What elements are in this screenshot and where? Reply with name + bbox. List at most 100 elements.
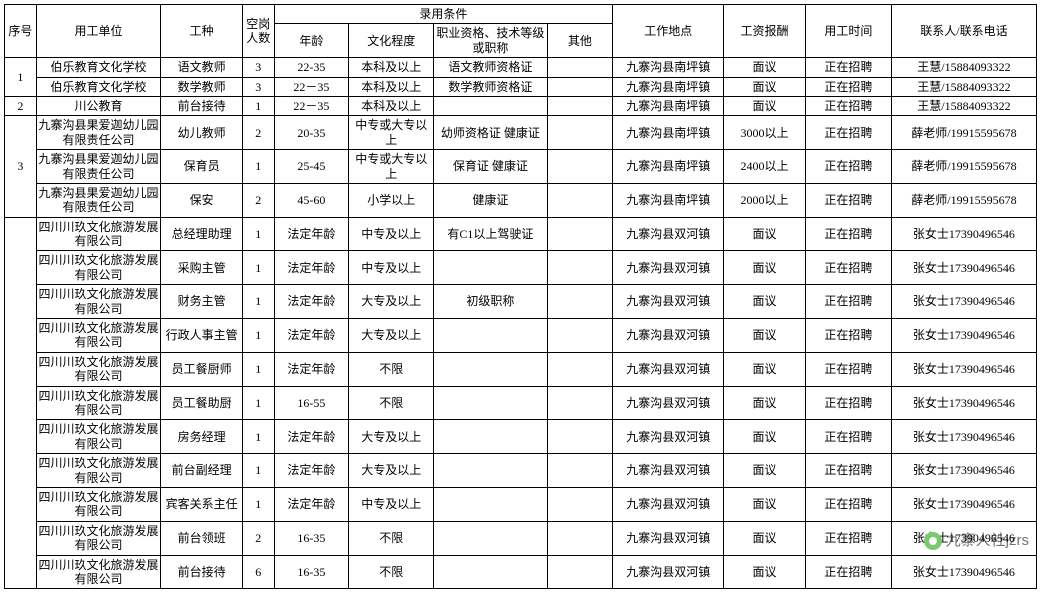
cell-qual: [434, 521, 547, 555]
table-row: 四川川玖文化旅游发展有限公司员工餐厨师1法定年龄不限九寨沟县双河镇面议正在招聘张…: [5, 352, 1037, 386]
cell-unit: 四川川玖文化旅游发展有限公司: [36, 420, 161, 454]
th-qual: 职业资格、技术等级或职称: [434, 24, 547, 58]
cell-contact: 张女士17390496546: [891, 217, 1036, 251]
cell-pay: 面议: [724, 96, 806, 115]
table-row: 九寨沟县果爱迦幼儿园有限责任公司保育员125-45中专或大专以上保育证 健康证九…: [5, 150, 1037, 184]
cell-other: [547, 319, 613, 353]
cell-loc: 九寨沟县双河镇: [613, 386, 724, 420]
cell-loc: 九寨沟县双河镇: [613, 555, 724, 589]
cell-job: 前台接待: [161, 555, 243, 589]
cell-unit: 四川川玖文化旅游发展有限公司: [36, 251, 161, 285]
table-row: 四川川玖文化旅游发展有限公司行政人事主管1法定年龄大专及以上九寨沟县双河镇面议正…: [5, 319, 1037, 353]
cell-unit: 伯乐教育文化学校: [36, 58, 161, 77]
cell-pay: 面议: [724, 251, 806, 285]
cell-other: [547, 217, 613, 251]
cell-other: [547, 285, 613, 319]
cell-unit: 四川川玖文化旅游发展有限公司: [36, 217, 161, 251]
th-vac: 空岗人数: [242, 5, 274, 58]
cell-time: 正在招聘: [805, 420, 891, 454]
cell-time: 正在招聘: [805, 150, 891, 184]
cell-unit: 九寨沟县果爱迦幼儿园有限责任公司: [36, 183, 161, 217]
cell-seq: [5, 217, 37, 589]
cell-pay: 面议: [724, 487, 806, 521]
cell-time: 正在招聘: [805, 319, 891, 353]
cell-contact: 张女士17390496546: [891, 352, 1036, 386]
cell-job: 幼儿教师: [161, 116, 243, 150]
cell-loc: 九寨沟县南坪镇: [613, 150, 724, 184]
cell-edu: 小学以上: [349, 183, 434, 217]
table-row: 四川川玖文化旅游发展有限公司采购主管1法定年龄中专及以上九寨沟县双河镇面议正在招…: [5, 251, 1037, 285]
cell-time: 正在招聘: [805, 77, 891, 96]
table-row: 1伯乐教育文化学校语文教师322-35本科及以上语文教师资格证九寨沟县南坪镇面议…: [5, 58, 1037, 77]
cell-age: 法定年龄: [274, 319, 349, 353]
cell-contact: 张女士17390496546: [891, 555, 1036, 589]
cell-edu: 大专及以上: [349, 319, 434, 353]
cell-pay: 面议: [724, 386, 806, 420]
th-cond: 录用条件: [274, 5, 613, 24]
cell-loc: 九寨沟县双河镇: [613, 319, 724, 353]
cell-contact: 薛老师/19915595678: [891, 150, 1036, 184]
cell-time: 正在招聘: [805, 352, 891, 386]
th-edu: 文化程度: [349, 24, 434, 58]
cell-contact: 张女士17390496546: [891, 454, 1036, 488]
cell-contact: 王慧/15884093322: [891, 96, 1036, 115]
cell-job: 总经理助理: [161, 217, 243, 251]
cell-unit: 四川川玖文化旅游发展有限公司: [36, 285, 161, 319]
cell-age: 16-35: [274, 555, 349, 589]
cell-job: 采购主管: [161, 251, 243, 285]
cell-age: 20-35: [274, 116, 349, 150]
table-body: 1伯乐教育文化学校语文教师322-35本科及以上语文教师资格证九寨沟县南坪镇面议…: [5, 58, 1037, 589]
table-row: 四川川玖文化旅游发展有限公司前台副经理1法定年龄大专及以上九寨沟县双河镇面议正在…: [5, 454, 1037, 488]
cell-unit: 川公教育: [36, 96, 161, 115]
cell-seq: 1: [5, 58, 37, 97]
cell-contact: 薛老师/19915595678: [891, 116, 1036, 150]
table-row: 四川川玖文化旅游发展有限公司员工餐助厨116-55不限九寨沟县双河镇面议正在招聘…: [5, 386, 1037, 420]
cell-contact: 张女士17390496546: [891, 251, 1036, 285]
cell-vac: 1: [242, 217, 274, 251]
th-age: 年龄: [274, 24, 349, 58]
cell-age: 法定年龄: [274, 420, 349, 454]
cell-contact: 张女士17390496546: [891, 285, 1036, 319]
cell-qual: [434, 420, 547, 454]
cell-edu: 本科及以上: [349, 77, 434, 96]
cell-vac: 3: [242, 58, 274, 77]
table-header: 序号 用工单位 工种 空岗人数 录用条件 工作地点 工资报酬 用工时间 联系人/…: [5, 5, 1037, 58]
cell-other: [547, 521, 613, 555]
cell-time: 正在招聘: [805, 487, 891, 521]
cell-loc: 九寨沟县双河镇: [613, 352, 724, 386]
recruitment-table: 序号 用工单位 工种 空岗人数 录用条件 工作地点 工资报酬 用工时间 联系人/…: [4, 4, 1037, 589]
cell-seq: 3: [5, 116, 37, 217]
cell-pay: 2400以上: [724, 150, 806, 184]
cell-other: [547, 58, 613, 77]
cell-time: 正在招聘: [805, 521, 891, 555]
cell-vac: 1: [242, 352, 274, 386]
cell-vac: 2: [242, 521, 274, 555]
cell-age: 法定年龄: [274, 352, 349, 386]
cell-job: 员工餐厨师: [161, 352, 243, 386]
cell-qual: 有C1以上驾驶证: [434, 217, 547, 251]
cell-vac: 1: [242, 251, 274, 285]
cell-vac: 1: [242, 319, 274, 353]
cell-seq: 2: [5, 96, 37, 115]
cell-job: 行政人事主管: [161, 319, 243, 353]
cell-vac: 1: [242, 420, 274, 454]
cell-pay: 面议: [724, 352, 806, 386]
cell-age: 16-35: [274, 521, 349, 555]
cell-time: 正在招聘: [805, 217, 891, 251]
table-row: 四川川玖文化旅游发展有限公司前台领班216-35不限九寨沟县双河镇面议正在招聘张…: [5, 521, 1037, 555]
th-job: 工种: [161, 5, 243, 58]
cell-loc: 九寨沟县双河镇: [613, 454, 724, 488]
cell-vac: 1: [242, 386, 274, 420]
cell-unit: 四川川玖文化旅游发展有限公司: [36, 454, 161, 488]
cell-other: [547, 77, 613, 96]
cell-job: 财务主管: [161, 285, 243, 319]
table-row: 四川川玖文化旅游发展有限公司总经理助理1法定年龄中专及以上有C1以上驾驶证九寨沟…: [5, 217, 1037, 251]
cell-job: 保育员: [161, 150, 243, 184]
cell-edu: 大专及以上: [349, 454, 434, 488]
cell-loc: 九寨沟县南坪镇: [613, 77, 724, 96]
cell-unit: 四川川玖文化旅游发展有限公司: [36, 319, 161, 353]
cell-job: 前台接待: [161, 96, 243, 115]
cell-time: 正在招聘: [805, 96, 891, 115]
table-row: 3九寨沟县果爱迦幼儿园有限责任公司幼儿教师220-35中专或大专以上幼师资格证 …: [5, 116, 1037, 150]
cell-edu: 本科及以上: [349, 58, 434, 77]
